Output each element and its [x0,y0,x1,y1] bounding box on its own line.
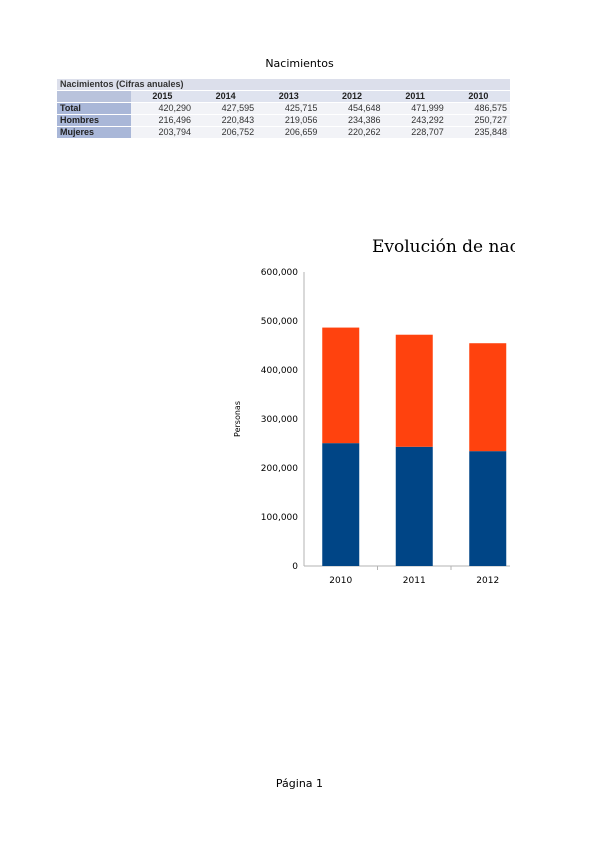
table-cell: 454,648 [320,103,384,114]
year-header: 2014 [193,91,258,102]
table-cell: 216,496 [130,115,194,126]
table-corner-cell [57,91,131,102]
table-cell: 206,752 [193,127,258,138]
page-footer: Página 1 [275,777,324,790]
y-axis-label: Personas [233,401,242,437]
table-caption-row: Nacimientos (Cifras anuales) [57,79,510,90]
births-chart: Evolución de nac 0 100,000 200,000 300,000 40… [233,237,515,586]
table-cell: 220,843 [193,115,258,126]
table-cell: 243,292 [383,115,447,126]
row-label: Total [57,103,131,114]
y-tick-label: 200,000 [261,464,298,474]
y-tick-label: 400,000 [261,366,298,376]
bar-segment [469,451,507,566]
year-header: 2015 [130,91,194,102]
table-cell: 427,595 [193,103,258,114]
table-cell: 425,715 [257,103,321,114]
year-header: 2010 [446,91,510,102]
table-row-hombres: Hombres 216,496 220,843 219,056 234,386 … [57,115,510,126]
bar-segment [469,343,507,452]
table-cell: 219,056 [257,115,321,126]
table-caption: Nacimientos (Cifras anuales) [57,79,510,90]
y-tick-label: 500,000 [261,317,298,327]
bar-segment [395,334,433,447]
table-cell: 250,727 [446,115,510,126]
bar-segment [322,327,360,444]
bar-segment [322,443,360,566]
y-tick-label: 0 [292,562,298,572]
table-header-row: 2015 2014 2013 2012 2011 2010 [57,91,510,102]
row-label: Mujeres [57,127,131,138]
y-tick-label: 100,000 [261,513,298,523]
row-label: Hombres [57,115,131,126]
page-header: Nacimientos [265,57,334,70]
table-row-mujeres: Mujeres 203,794 206,752 206,659 220,262 … [57,127,510,138]
table-cell: 420,290 [130,103,194,114]
table-cell: 228,707 [383,127,447,138]
chart-title: Evolución de nac [372,237,515,257]
x-tick-label: 2011 [403,576,426,586]
year-header: 2011 [383,91,447,102]
year-header: 2013 [257,91,321,102]
table-cell: 220,262 [320,127,384,138]
table-row-total: Total 420,290 427,595 425,715 454,648 47… [57,103,510,114]
x-tick-label: 2012 [476,576,499,586]
y-tick-label: 600,000 [261,268,298,278]
year-header: 2012 [320,91,384,102]
table-cell: 235,848 [446,127,510,138]
table-cell: 206,659 [257,127,321,138]
x-tick-label: 2010 [329,576,352,586]
births-table: Nacimientos (Cifras anuales) 2015 2014 2… [57,78,510,139]
table-cell: 234,386 [320,115,384,126]
bar-segment [395,446,433,566]
table-cell: 203,794 [130,127,194,138]
y-tick-label: 300,000 [261,415,298,425]
table-cell: 486,575 [446,103,510,114]
table-cell: 471,999 [383,103,447,114]
